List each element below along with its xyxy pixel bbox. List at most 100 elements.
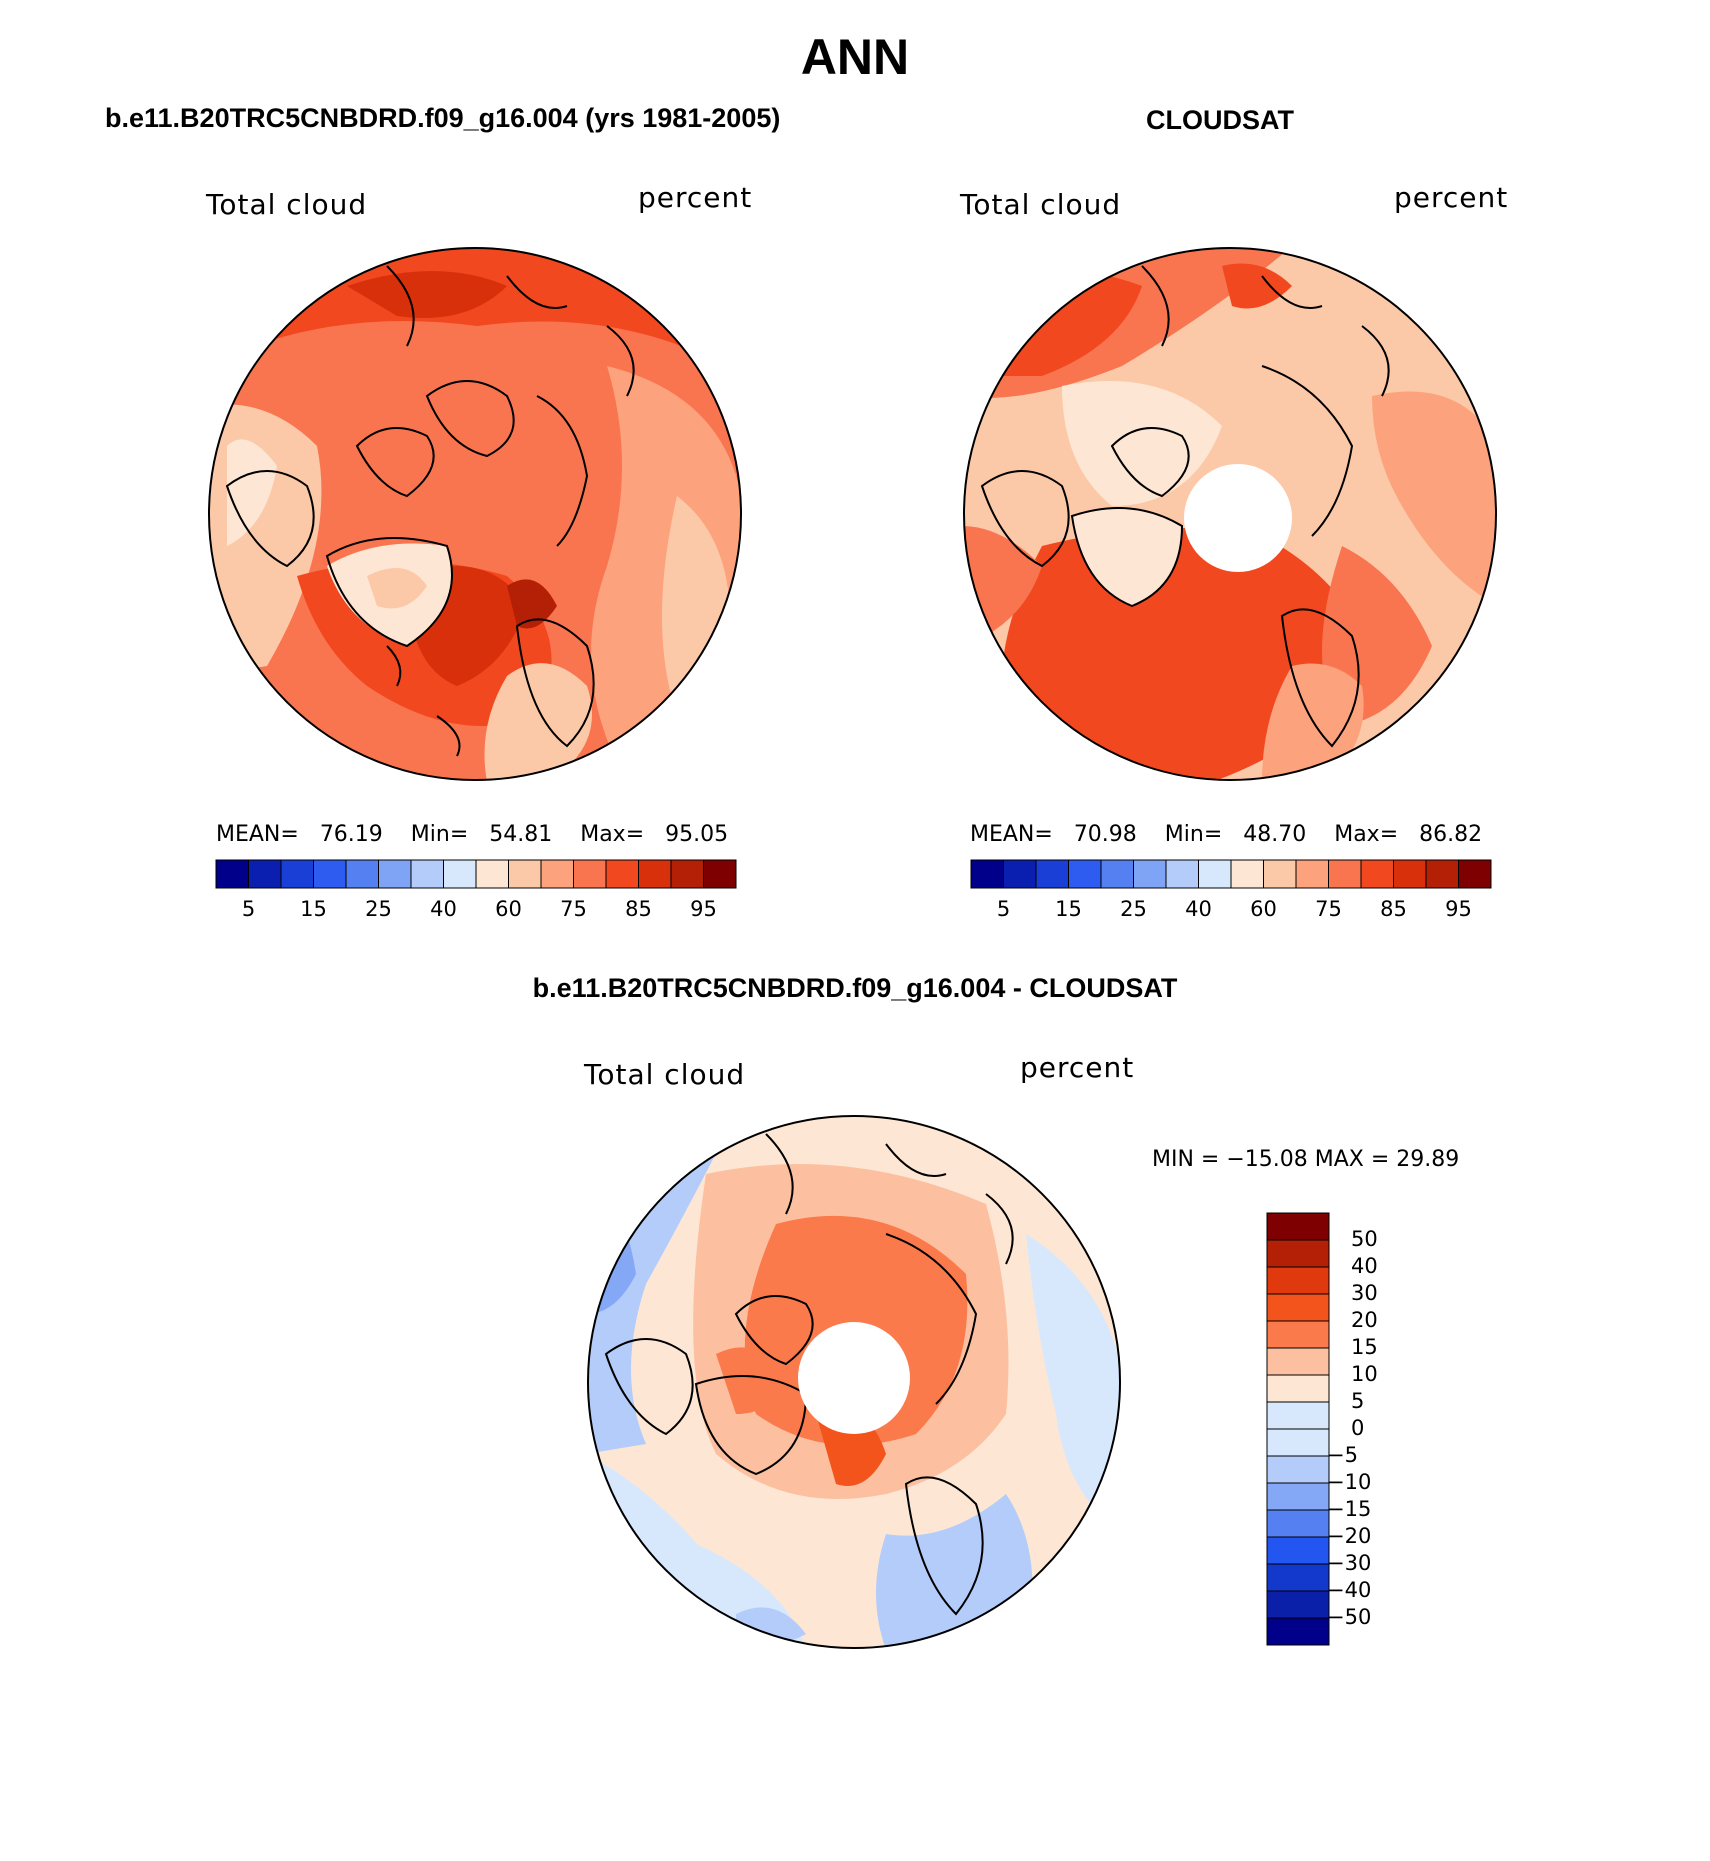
panel-left-stats: MEAN= 76.19 Min= 54.81 Max= 95.05 [216, 822, 728, 847]
panel-diff-polar-map [587, 1115, 1121, 1649]
panel-diff-units-label: percent [1020, 1051, 1135, 1084]
panel-left-colorbar [215, 859, 737, 889]
colorbar-swatch [1266, 1374, 1330, 1403]
panel-right-colorbar [970, 859, 1492, 889]
panel-left-mean-label: MEAN= [216, 822, 299, 847]
panel-right-field-label: Total cloud [960, 188, 1122, 221]
panel-right-polar-map [963, 247, 1497, 781]
colorbar-swatch [1360, 859, 1394, 889]
colorbar-tick-label: 10 [1351, 1362, 1378, 1386]
colorbar-tick-label: 15 [1351, 1335, 1378, 1359]
colorbar-swatch [215, 859, 249, 889]
colorbar-swatch [1266, 1266, 1330, 1295]
colorbar-tick-label: 15 [1055, 897, 1082, 921]
colorbar-swatch [703, 859, 737, 889]
panel-left-colorbar-labels: 5 15 25 40 60 75 85 95 [216, 897, 736, 927]
panel-right-mean-value: 70.98 [1073, 822, 1137, 847]
colorbar-tick-label: −5 [1327, 1443, 1358, 1467]
colorbar-tick-label: 95 [690, 897, 717, 921]
colorbar-swatch [508, 859, 542, 889]
colorbar-swatch [1266, 1239, 1330, 1268]
colorbar-tick-label: 75 [560, 897, 587, 921]
colorbar-tick-label: −10 [1327, 1470, 1372, 1494]
colorbar-swatch [1266, 1293, 1330, 1322]
colorbar-tick-label: −30 [1327, 1551, 1372, 1575]
colorbar-tick-label: 15 [300, 897, 327, 921]
colorbar-swatch [1266, 1563, 1330, 1592]
colorbar-swatch [1328, 859, 1362, 889]
colorbar-swatch [1266, 1536, 1330, 1565]
colorbar-swatch [1035, 859, 1069, 889]
colorbar-tick-label: −15 [1327, 1497, 1372, 1521]
colorbar-swatch [1266, 1320, 1330, 1349]
panel-diff-colorbar [1266, 1212, 1330, 1646]
colorbar-swatch [280, 859, 314, 889]
panel-right-max-label: Max= [1334, 822, 1399, 847]
colorbar-swatch [1266, 1401, 1330, 1430]
colorbar-tick-label: 20 [1351, 1308, 1378, 1332]
colorbar-swatch [1266, 1212, 1330, 1241]
colorbar-swatch [605, 859, 639, 889]
colorbar-swatch [313, 859, 347, 889]
colorbar-swatch [1003, 859, 1037, 889]
colorbar-swatch [1133, 859, 1167, 889]
colorbar-swatch [378, 859, 412, 889]
colorbar-tick-label: 75 [1315, 897, 1342, 921]
colorbar-tick-label: 60 [495, 897, 522, 921]
panel-diff-field-label: Total cloud [584, 1058, 746, 1091]
colorbar-tick-label: 25 [365, 897, 392, 921]
colorbar-swatch [443, 859, 477, 889]
panel-left-min-label: Min= [410, 822, 469, 847]
colorbar-tick-label: −40 [1327, 1578, 1372, 1602]
colorbar-swatch [970, 859, 1004, 889]
colorbar-swatch [1425, 859, 1459, 889]
colorbar-swatch [638, 859, 672, 889]
colorbar-tick-label: 5 [241, 897, 256, 921]
colorbar-swatch [540, 859, 574, 889]
colorbar-swatch [1266, 1482, 1330, 1511]
colorbar-swatch [1263, 859, 1297, 889]
colorbar-swatch [1266, 1455, 1330, 1484]
colorbar-swatch [1266, 1347, 1330, 1376]
panel-right-mean-label: MEAN= [970, 822, 1053, 847]
colorbar-swatch [1295, 859, 1329, 889]
panel-left-field-label: Total cloud [206, 188, 368, 221]
colorbar-swatch [1266, 1617, 1330, 1646]
panel-right-max-value: 86.82 [1419, 822, 1483, 847]
panel-left-title: b.e11.B20TRC5CNBDRD.f09_g16.004 (yrs 198… [105, 103, 781, 133]
panel-right-min-value: 48.70 [1243, 822, 1307, 847]
colorbar-swatch [1393, 859, 1427, 889]
panel-left-max-value: 95.05 [665, 822, 729, 847]
figure-title: ANN [800, 29, 910, 85]
colorbar-tick-label: 95 [1445, 897, 1472, 921]
colorbar-swatch [1165, 859, 1199, 889]
panel-left-units-label: percent [638, 181, 753, 214]
colorbar-tick-label: 0 [1351, 1416, 1365, 1440]
colorbar-swatch [1068, 859, 1102, 889]
colorbar-swatch [410, 859, 444, 889]
colorbar-swatch [248, 859, 282, 889]
colorbar-tick-label: 40 [430, 897, 457, 921]
colorbar-swatch [1458, 859, 1492, 889]
colorbar-swatch [1230, 859, 1264, 889]
panel-left-max-label: Max= [580, 822, 645, 847]
colorbar-swatch [1266, 1509, 1330, 1538]
colorbar-swatch [1266, 1590, 1330, 1619]
colorbar-tick-label: 85 [1380, 897, 1407, 921]
colorbar-swatch [573, 859, 607, 889]
colorbar-tick-label: 85 [625, 897, 652, 921]
colorbar-tick-label: 5 [1351, 1389, 1365, 1413]
colorbar-swatch [475, 859, 509, 889]
colorbar-tick-label: 25 [1120, 897, 1147, 921]
colorbar-swatch [1266, 1428, 1330, 1457]
colorbar-tick-label: 40 [1185, 897, 1212, 921]
panel-right-min-label: Min= [1164, 822, 1223, 847]
panel-right-stats: MEAN= 70.98 Min= 48.70 Max= 86.82 [970, 822, 1482, 847]
colorbar-tick-label: 50 [1351, 1227, 1378, 1251]
panel-left-min-value: 54.81 [489, 822, 553, 847]
panel-right-units-label: percent [1394, 181, 1509, 214]
panel-diff-colorbar-labels: 50 40 30 20 15 10 5 0 −5 −10 −15 −20 −30 −40 −50 [1327, 1213, 1455, 1645]
panel-right-title: CLOUDSAT [1146, 105, 1294, 135]
panel-right-colorbar-labels: 5 15 25 40 60 75 85 95 [971, 897, 1491, 927]
colorbar-tick-label: 60 [1250, 897, 1277, 921]
